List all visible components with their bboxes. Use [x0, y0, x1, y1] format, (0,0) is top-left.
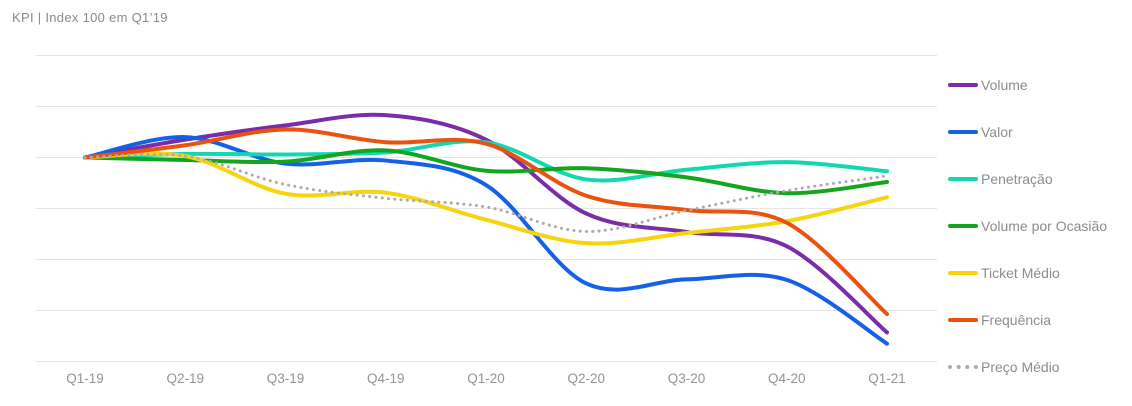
legend-swatch-icon [948, 270, 978, 275]
series-line [83, 127, 889, 317]
chart-title: KPI | Index 100 em Q1’19 [12, 10, 168, 25]
legend-item-penetracao[interactable]: Penetração [948, 155, 1128, 202]
legend-swatch-icon [948, 364, 978, 369]
series-line [83, 151, 889, 246]
series-line [83, 135, 889, 346]
legend-item-volume[interactable]: Volume [948, 61, 1128, 108]
legend-label: Volume [981, 76, 1028, 93]
legend-label: Penetração [981, 170, 1053, 187]
x-tick-label: Q3-20 [667, 371, 706, 386]
legend-label: Preço Médio [981, 358, 1060, 375]
legend-swatch-icon [948, 317, 978, 322]
legend-item-ticket-medio[interactable]: Ticket Médio [948, 249, 1128, 296]
x-tick-label: Q1-21 [868, 371, 906, 386]
legend-swatch-icon [948, 223, 978, 228]
series-line [83, 112, 889, 335]
legend-label: Ticket Médio [981, 264, 1060, 281]
x-tick-label: Q3-19 [266, 371, 305, 386]
x-tick-label: Q1-19 [66, 371, 104, 386]
legend-item-volume-por-ocasiao[interactable]: Volume por Ocasião [948, 202, 1128, 249]
legend-label: Frequência [981, 311, 1052, 328]
x-tick-label: Q4-20 [767, 371, 806, 386]
series-line [83, 148, 889, 196]
x-tick-label: Q4-19 [366, 371, 405, 386]
legend-label: Volume por Ocasião [981, 217, 1108, 234]
x-tick-label: Q2-20 [567, 371, 606, 386]
legend-label: Valor [981, 123, 1013, 140]
legend-item-preco-medio[interactable]: Preço Médio [948, 343, 1128, 390]
legend-item-valor[interactable]: Valor [948, 108, 1128, 155]
legend-swatch-icon [948, 176, 978, 181]
x-tick-label: Q1-20 [467, 371, 505, 386]
legend-item-frequencia[interactable]: Frequência [948, 296, 1128, 343]
legend-swatch-icon [948, 82, 978, 87]
x-tick-label: Q2-19 [166, 371, 205, 386]
legend: Volume Valor Penetração Volume por Ocasi… [948, 61, 1128, 390]
series-line [83, 152, 889, 233]
legend-swatch-icon [948, 129, 978, 134]
